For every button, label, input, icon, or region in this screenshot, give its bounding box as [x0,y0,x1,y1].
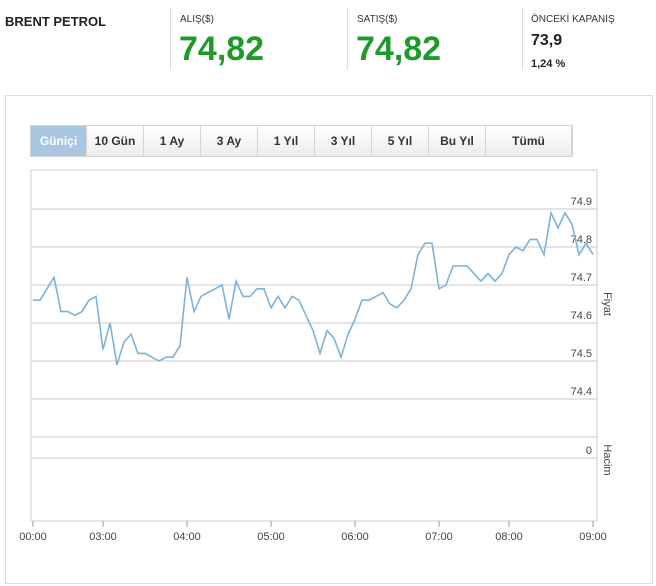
chart-panel [5,95,653,584]
y-tick-label: 74.7 [571,272,592,284]
range-button[interactable]: 5 Yıl [372,126,429,156]
x-tick-label: 04:00 [173,531,201,543]
close-value: 73,9 [531,32,563,49]
x-tick-label: 08:00 [495,531,523,543]
close-change: 1,24 % [531,58,566,70]
y-tick-label: 74.8 [571,234,592,246]
range-button[interactable]: Bu Yıl [429,126,486,156]
x-tick-label: 03:00 [89,531,117,543]
ask-value: 74,82 [356,30,442,68]
bid-value: 74,82 [179,30,265,68]
close-label: ÖNCEKİ KAPANIŞ [531,14,615,25]
range-button[interactable]: Tümü [486,126,572,156]
plot-frame [30,169,598,522]
range-button[interactable]: Güniçi [31,126,87,156]
x-tick-label: 06:00 [341,531,369,543]
separator [170,8,171,70]
range-button[interactable]: 1 Ay [144,126,201,156]
x-tick-label: 09:00 [579,531,607,543]
volume-tick-label: 0 [586,445,592,457]
separator [522,8,523,70]
volume-axis-label: Hacim [601,444,613,475]
bid-label: ALIŞ($) [180,14,214,25]
range-button[interactable]: 3 Ay [201,126,258,156]
y-tick-label: 74.6 [571,310,592,322]
x-tick-label: 05:00 [257,531,285,543]
range-button[interactable]: 1 Yıl [258,126,315,156]
price-line [33,210,594,366]
range-buttons: Güniçi 10 Gün 1 Ay 3 Ay 1 Yıl 3 Yıl 5 Yıl Bu Yı… [30,125,573,157]
y-tick-label: 74.9 [571,196,592,208]
x-tick-label: 07:00 [425,531,453,543]
x-tick-label: 00:00 [19,531,47,543]
instrument: BRENT PETROL [5,14,107,29]
ask-label: SATIŞ($) [357,14,398,25]
y-axis-label: Fiyat [601,292,613,316]
y-tick-label: 74.5 [571,348,592,360]
separator [347,8,348,70]
range-button[interactable]: 10 Gün [87,126,144,156]
y-tick-label: 74.4 [571,386,592,398]
range-button[interactable]: 3 Yıl [315,126,372,156]
